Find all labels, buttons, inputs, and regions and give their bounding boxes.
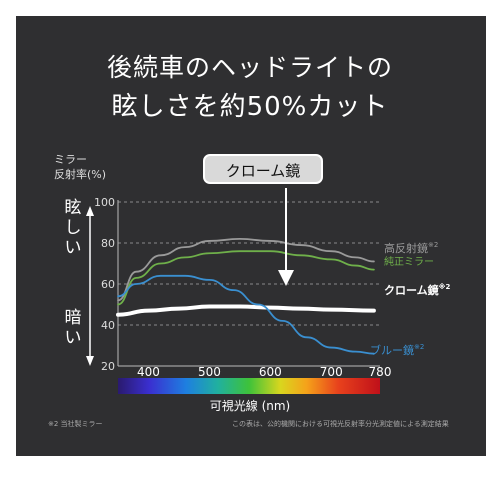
axes: [86, 200, 380, 367]
series-line-純正ミラー: [117, 250, 375, 306]
x-axis-label: 可視光線 (nm): [209, 399, 291, 413]
series-line-高反射鏡: [117, 237, 375, 302]
headline-line-2: 眩しさを約50%カット: [111, 92, 389, 122]
x-tick-label: 600: [259, 365, 282, 379]
x-tick-label: 400: [137, 365, 160, 379]
series-lines: [116, 237, 376, 355]
chrome-mirror-callout: クローム鏡: [203, 154, 323, 184]
series-line-ブルー鏡: [117, 274, 375, 355]
intensity-arrow-up: [86, 206, 94, 216]
y-tick-label: 100: [94, 196, 115, 209]
headline-line-1: 後続車のヘッドライトの: [106, 53, 393, 82]
y-tick-label: 40: [101, 319, 115, 332]
y-axis-label-line: 反射率(%): [54, 168, 107, 181]
footnote-left: ※2 当社製ミラー: [48, 420, 103, 428]
series-label: クローム鏡※2: [384, 282, 450, 297]
series-label: 純正ミラー: [384, 255, 434, 268]
series-line-クローム鏡: [116, 304, 376, 317]
side-label-dark: 暗い: [64, 308, 82, 348]
series-label: ブルー鏡※2: [370, 343, 424, 357]
side-label-bright: 眩しい: [64, 198, 82, 258]
x-tick-label: 780: [369, 365, 392, 379]
intensity-arrow-down: [86, 356, 94, 366]
spectrum-bar: [118, 378, 380, 394]
y-axis-label: ミラー反射率(%): [54, 152, 106, 182]
series-footnote-mark: ※2: [439, 282, 451, 291]
y-tick-label: 60: [101, 278, 115, 291]
series-footnote-mark: ※2: [414, 343, 424, 351]
x-tick-label: 700: [320, 365, 343, 379]
x-tick-label: 500: [198, 365, 221, 379]
y-axis-label-text: ミラー反射率(%): [54, 152, 106, 182]
grid-lines: [118, 201, 380, 326]
series-label: 高反射鏡※2: [384, 241, 438, 255]
series-footnote-mark: ※2: [428, 241, 438, 249]
footnote-right: この表は、公的機関における可視光反射率分光測定値による測定結果: [232, 420, 449, 428]
y-tick-label: 20: [101, 360, 115, 373]
tick-labels: 100 80 60 40 20 400 500 600 700 780: [94, 196, 391, 379]
y-tick-label: 80: [101, 237, 115, 250]
y-axis-label-line: ミラー: [54, 153, 87, 166]
